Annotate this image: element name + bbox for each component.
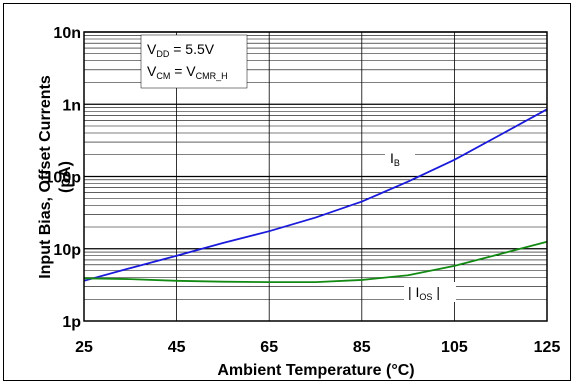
x-tick-label: 45 bbox=[168, 339, 186, 356]
y-tick-label: 10p bbox=[53, 242, 81, 259]
y-tick-label: 1p bbox=[62, 314, 81, 331]
series-line-ib bbox=[83, 108, 548, 282]
y-tick-label: 10n bbox=[53, 25, 81, 42]
ios-label-box bbox=[404, 282, 456, 302]
y-axis-title-line2: (pA) bbox=[57, 161, 74, 193]
chart-frame bbox=[3, 3, 571, 381]
y-tick-label: 1n bbox=[62, 97, 81, 114]
x-tick-label: 65 bbox=[260, 339, 278, 356]
x-axis-title: Ambient Temperature (°C) bbox=[217, 362, 414, 379]
ios-label: | IOS | bbox=[408, 284, 440, 302]
y-tick-labels: 1p 10p 100p 1n 10n bbox=[45, 25, 82, 331]
condition-vcm: VCM = VCMR_H bbox=[147, 63, 228, 81]
x-tick-label: 85 bbox=[353, 339, 371, 356]
ib-label: IB bbox=[390, 150, 400, 168]
y-tick-label: 100p bbox=[45, 170, 82, 187]
x-tick-label: 125 bbox=[534, 339, 561, 356]
series-line-ios bbox=[83, 240, 548, 284]
x-tick-label: 105 bbox=[441, 339, 468, 356]
conditions-box bbox=[140, 34, 248, 89]
plot-border bbox=[83, 31, 548, 322]
y-axis-title-line1: Input Bias, Offset Currents bbox=[37, 75, 54, 279]
x-tick-label: 25 bbox=[75, 339, 93, 356]
condition-vdd: VDD = 5.5V bbox=[147, 41, 215, 59]
ib-label-box bbox=[385, 148, 415, 168]
x-tick-labels: 25 45 65 85 105 125 bbox=[75, 339, 560, 356]
series-group bbox=[83, 108, 548, 284]
